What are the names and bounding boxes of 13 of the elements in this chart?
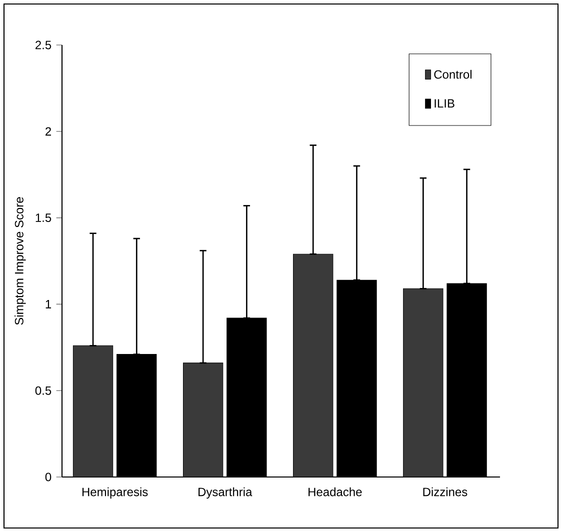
y-tick-label: 0.5 [35,386,52,395]
y-tick-label: 2 [46,127,51,136]
y-tick-label: 1 [46,300,52,308]
y-axis-title: Simptom Improve Score [14,197,26,325]
legend-label: ILIB [434,99,454,108]
legend-label: Control [434,70,472,79]
y-tick-label: 2.5 [36,40,52,50]
y-tick-label: 1.5 [36,214,52,222]
x-tick-label: Headache [308,487,362,496]
x-tick-label: Hemiparesis [82,487,148,499]
x-tick-label: Dysarthria [198,487,252,499]
y-tick-label: 0 [45,472,52,482]
x-tick-label: Dizzines [423,487,468,496]
